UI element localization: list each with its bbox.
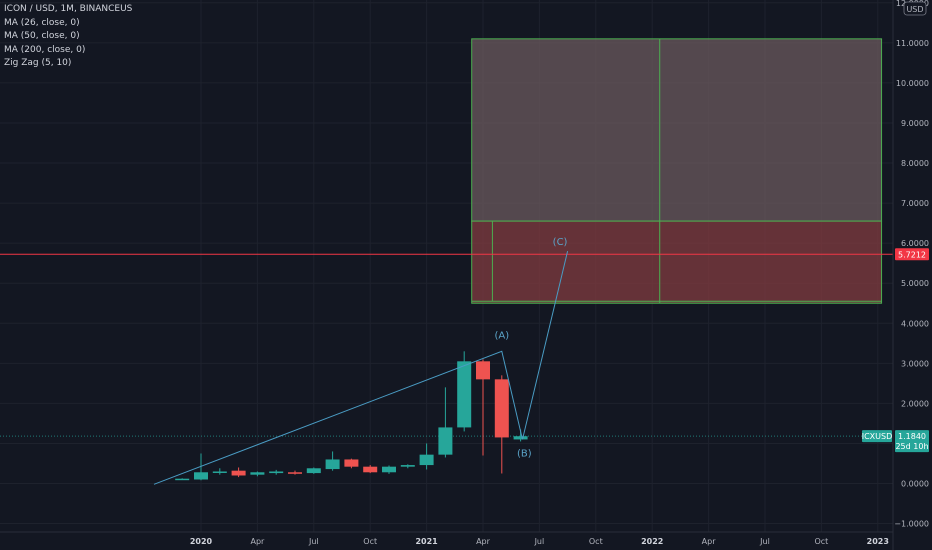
candle	[175, 478, 190, 481]
candle-body	[306, 468, 321, 474]
candle	[212, 468, 227, 475]
legend-symbol[interactable]: ICON / USD, 1M, BINANCEUS	[4, 4, 133, 14]
candle-body	[269, 471, 284, 474]
legend-indicator-ma200[interactable]: MA (200, close, 0)	[4, 44, 86, 55]
x-tick-label: 2023	[867, 537, 889, 546]
target-box	[471, 38, 883, 304]
price-line-badge-label: 5.7212	[898, 250, 926, 259]
candle	[231, 467, 246, 478]
y-tick-label: 11.0000	[896, 39, 929, 48]
x-tick-label: 2021	[415, 537, 438, 546]
x-tick-label: Jul	[308, 537, 319, 546]
candle-body	[288, 472, 302, 474]
last-price-badge	[895, 430, 929, 453]
x-tick-label: Apr	[250, 537, 265, 546]
candle	[400, 464, 415, 469]
y-tick-label: 8.0000	[901, 159, 929, 168]
candle-body	[363, 466, 378, 473]
candle-body	[212, 471, 227, 473]
y-tick-label: 7.0000	[901, 199, 929, 208]
candle	[306, 467, 321, 474]
candle-body	[231, 470, 246, 476]
candle-body	[513, 436, 528, 440]
symbol-badge	[862, 430, 892, 443]
legend-indicator-ma50[interactable]: MA (50, close, 0)	[4, 31, 80, 41]
y-tick-label: 0.0000	[901, 480, 929, 489]
candle-body	[382, 466, 396, 473]
candle-body	[194, 472, 208, 480]
x-tick-label: Jul	[534, 537, 545, 546]
y-tick-label: 4.0000	[901, 319, 929, 328]
candle	[382, 465, 396, 474]
x-tick-label: Oct	[363, 537, 377, 546]
candle	[194, 453, 208, 481]
legend-indicator-zigzag[interactable]: Zig Zag (5, 10)	[4, 58, 72, 68]
x-axis-bg	[0, 532, 932, 550]
candle-body	[419, 454, 434, 466]
candle	[325, 451, 340, 471]
symbol-badge-label: ICXUSD	[862, 432, 893, 441]
x-tick-label: 2022	[641, 537, 663, 546]
x-axis[interactable]: 2020 Apr Jul Oct 2021 Apr Jul Oct 2022 Apr Jul Oct 2…	[190, 537, 889, 546]
zigzag-line	[153, 251, 569, 485]
candle-body	[476, 361, 490, 380]
zigzag-polyline	[153, 251, 569, 485]
countdown-label: 25d 10h	[895, 442, 928, 451]
candle-body	[494, 379, 509, 438]
candles	[175, 351, 528, 481]
candle	[250, 471, 265, 477]
candle-body	[457, 361, 472, 428]
x-tick-label: Oct	[814, 537, 828, 546]
candle	[494, 375, 509, 474]
candle	[438, 387, 453, 458]
currency-label: USD	[906, 5, 923, 14]
y-tick-label: 10.0000	[896, 79, 929, 88]
candle	[344, 458, 359, 469]
legend-indicator-ma26[interactable]: MA (26, close, 0)	[4, 17, 80, 28]
target-box-lower	[471, 220, 883, 304]
candle-body	[250, 472, 265, 475]
target-box-upper	[471, 38, 883, 222]
wave-label: (C)	[553, 237, 568, 248]
currency-badge[interactable]: USD	[903, 1, 927, 16]
last-price-badge-label: 1.1840	[898, 432, 926, 441]
y-tick-label: 5.0000	[901, 279, 929, 288]
candle-body	[400, 465, 415, 467]
x-tick-label: Oct	[589, 537, 603, 546]
candle-body	[344, 459, 359, 467]
candle	[419, 443, 434, 470]
x-tick-label: Apr	[476, 537, 491, 546]
y-tick-label: 6.0000	[901, 239, 929, 248]
wave-label: (B)	[517, 448, 532, 459]
candle-body	[325, 459, 340, 470]
x-tick-label: 2020	[190, 537, 213, 546]
candle	[269, 469, 284, 475]
x-tick-label: Jul	[759, 537, 770, 546]
candle	[457, 351, 472, 432]
candle	[476, 359, 490, 456]
y-tick-label: 9.0000	[901, 119, 929, 128]
wave-labels: (A) (B) (C)	[494, 237, 567, 459]
y-tick-label: 3.0000	[901, 359, 929, 368]
x-tick-label: Apr	[702, 537, 717, 546]
price-line-badge	[895, 248, 929, 261]
legend[interactable]: ICON / USD, 1M, BINANCEUS MA (26, close,…	[4, 3, 132, 71]
candle-body	[175, 478, 190, 481]
candle	[363, 465, 378, 474]
y-tick-label: 2.0000	[901, 399, 929, 408]
wave-label: (A)	[494, 330, 509, 341]
candle-body	[438, 427, 453, 455]
y-tick-label: −1.0000	[894, 520, 929, 529]
candle	[288, 470, 302, 475]
